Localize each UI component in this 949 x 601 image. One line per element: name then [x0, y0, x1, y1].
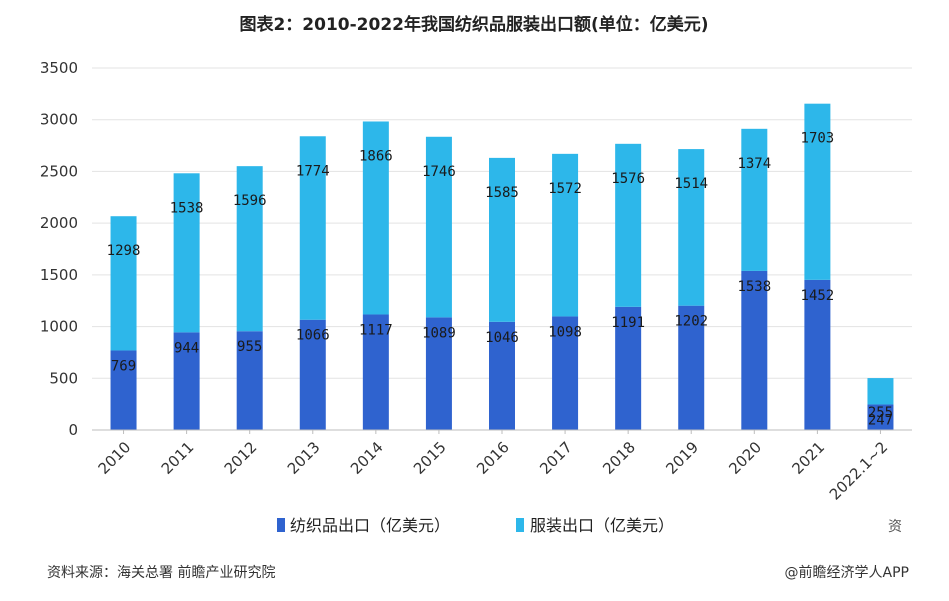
data-label-textile: 1538 — [737, 279, 771, 295]
bar-textile — [425, 317, 452, 430]
x-tick-label: 2010 — [95, 438, 135, 478]
data-label-apparel: 1585 — [485, 185, 519, 201]
data-label-apparel: 1374 — [737, 156, 771, 172]
data-label-textile: 944 — [174, 340, 199, 356]
data-label-textile: 1117 — [359, 322, 393, 338]
data-label-textile: 1202 — [674, 314, 708, 330]
data-label-textile: 1046 — [485, 330, 519, 346]
x-tick-label: 2019 — [662, 438, 702, 478]
x-tick-label: 2011 — [158, 438, 198, 478]
bar-apparel — [110, 216, 137, 351]
data-label-apparel: 1703 — [801, 131, 835, 147]
y-tick-label: 1000 — [40, 318, 78, 336]
y-tick-label: 2000 — [40, 214, 78, 232]
bar-textile — [173, 332, 200, 430]
y-tick-label: 2500 — [40, 162, 78, 180]
bar-textile — [362, 314, 389, 430]
data-label-apparel: 1866 — [359, 148, 393, 164]
legend-label-textile: 纺织品出口（亿美元） — [290, 516, 450, 535]
bar-textile — [489, 321, 515, 430]
x-tick-label: 2018 — [599, 438, 639, 478]
y-tick-label: 3000 — [40, 111, 78, 129]
bar-textile — [867, 404, 894, 430]
bar-apparel — [741, 128, 768, 271]
data-label-apparel: 1746 — [422, 164, 456, 180]
bar-apparel — [867, 378, 894, 405]
bar-apparel — [615, 143, 642, 307]
data-label-apparel: 1572 — [548, 181, 582, 197]
data-label-textile: 955 — [237, 339, 262, 355]
corner-text: 资 — [888, 519, 902, 535]
x-tick-label: 2013 — [284, 438, 324, 478]
x-tick-label: 2020 — [725, 438, 765, 478]
legend: 纺织品出口（亿美元） 服装出口（亿美元） — [277, 516, 674, 535]
bar-textile — [552, 316, 579, 430]
legend-swatch-textile — [277, 518, 285, 532]
data-label-apparel: 1596 — [233, 193, 267, 209]
data-label-apparel: 1774 — [296, 163, 330, 179]
legend-swatch-apparel — [516, 518, 524, 532]
y-tick-label: 0 — [68, 421, 78, 439]
bar-apparel — [678, 149, 705, 306]
data-label-apparel: 1298 — [107, 243, 141, 259]
data-label-apparel: 1538 — [170, 200, 204, 216]
legend-label-apparel: 服装出口（亿美元） — [530, 516, 674, 535]
data-label-textile: 1098 — [548, 324, 582, 340]
x-tick-label: 2016 — [473, 438, 513, 478]
data-label-textile: 1191 — [611, 315, 645, 331]
data-label-apparel: 1514 — [674, 176, 708, 192]
x-tick-label: 2014 — [347, 438, 387, 478]
source-note: 资料来源：海关总署 前瞻产业研究院 — [47, 564, 275, 581]
bar-apparel — [489, 157, 515, 322]
data-label-textile: 247 — [868, 412, 893, 428]
bar-textile — [299, 319, 326, 430]
bars — [110, 103, 894, 430]
data-labels: 769 1298 944 1538 955 1596 1066 1774 1117 1866 108… — [107, 131, 893, 429]
bar-textile — [678, 305, 705, 430]
x-tick-label: 2015 — [410, 438, 450, 478]
bar-apparel — [362, 121, 389, 315]
data-label-apparel: 1576 — [611, 171, 645, 187]
chart-title: 图表2：2010-2022年我国纺织品服装出口额(单位：亿美元) — [239, 14, 708, 35]
bar-apparel — [173, 173, 200, 333]
data-label-apparel: 255 — [868, 405, 893, 421]
bar-apparel — [236, 166, 263, 332]
bar-textile — [804, 279, 831, 430]
x-axis: 2010 2011 2012 2013 2014 2015 2016 2017 2018 2019… — [92, 429, 912, 504]
x-tick-label: 2021 — [788, 438, 828, 478]
x-tick-label: 2022.1~2 — [826, 438, 891, 503]
bar-apparel — [804, 103, 831, 280]
brand-credit: @前瞻经济学人APP — [785, 564, 909, 581]
x-tick-label: 2012 — [221, 438, 261, 478]
data-label-textile: 1066 — [296, 328, 330, 344]
bar-apparel — [425, 136, 452, 318]
y-axis: 0 500 1000 1500 2000 2500 3000 3500 — [40, 59, 78, 439]
bar-apparel — [299, 136, 326, 320]
bar-textile — [615, 306, 642, 430]
y-tick-label: 3500 — [40, 59, 78, 77]
data-label-textile: 1452 — [801, 288, 835, 304]
y-tick-label: 1500 — [40, 266, 78, 284]
y-tick-label: 500 — [49, 369, 78, 387]
bar-textile — [236, 331, 263, 430]
bar-textile — [741, 270, 768, 430]
bar-textile — [110, 350, 137, 430]
data-label-textile: 1089 — [422, 325, 456, 341]
bar-apparel — [552, 153, 579, 317]
data-label-textile: 769 — [111, 358, 136, 374]
x-tick-label: 2017 — [536, 438, 576, 478]
